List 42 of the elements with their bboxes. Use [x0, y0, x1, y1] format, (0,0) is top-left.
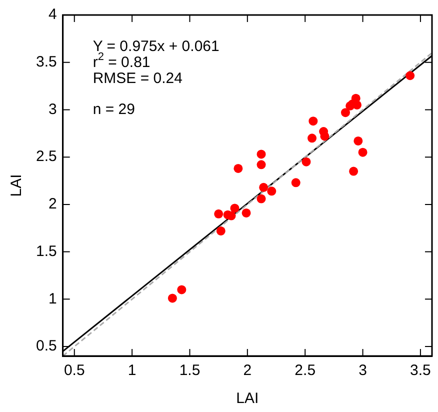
x-tick-label: 1.5: [179, 362, 200, 380]
x-tick-label: 0.5: [64, 362, 85, 380]
y-tick-label: 2: [48, 196, 57, 213]
y-tick-label: 4: [48, 6, 57, 24]
y-tick-label: 1: [48, 290, 57, 308]
y-tick-label: 0.5: [36, 338, 57, 355]
point: [242, 208, 251, 218]
y-axis-title: LAI: [8, 174, 26, 197]
x-tick-label: 2: [243, 362, 252, 380]
y-tick-label: 3.5: [36, 54, 57, 70]
y-tick-label: 1.5: [36, 242, 57, 260]
point: [234, 164, 243, 173]
point: [256, 194, 266, 204]
point: [291, 178, 300, 188]
x-tick-label: 3.5: [410, 362, 431, 380]
point: [302, 157, 311, 166]
point: [256, 150, 266, 159]
point: [168, 294, 177, 303]
point: [214, 209, 224, 218]
annotation: n = 29: [92, 101, 135, 118]
point: [177, 285, 186, 294]
point: [230, 204, 240, 213]
point: [358, 148, 368, 157]
x-tick-label: 2.5: [294, 362, 316, 380]
point: [259, 182, 268, 192]
point: [308, 116, 318, 126]
point: [352, 100, 362, 110]
x-axis-title: LAI: [236, 390, 259, 408]
point: [349, 166, 358, 176]
point: [308, 134, 317, 143]
y-tick-label: 3: [48, 100, 57, 118]
annotation: RMSE = 0.24: [92, 70, 182, 87]
point: [320, 132, 330, 141]
point: [406, 71, 415, 80]
point: [256, 160, 266, 170]
point: [354, 136, 363, 146]
x-tick-label: 1: [128, 362, 136, 380]
point: [267, 186, 276, 196]
point: [216, 226, 226, 236]
y-tick-label: 2.5: [36, 148, 57, 166]
point: [340, 108, 350, 118]
x-tick-label: 3: [358, 362, 367, 380]
